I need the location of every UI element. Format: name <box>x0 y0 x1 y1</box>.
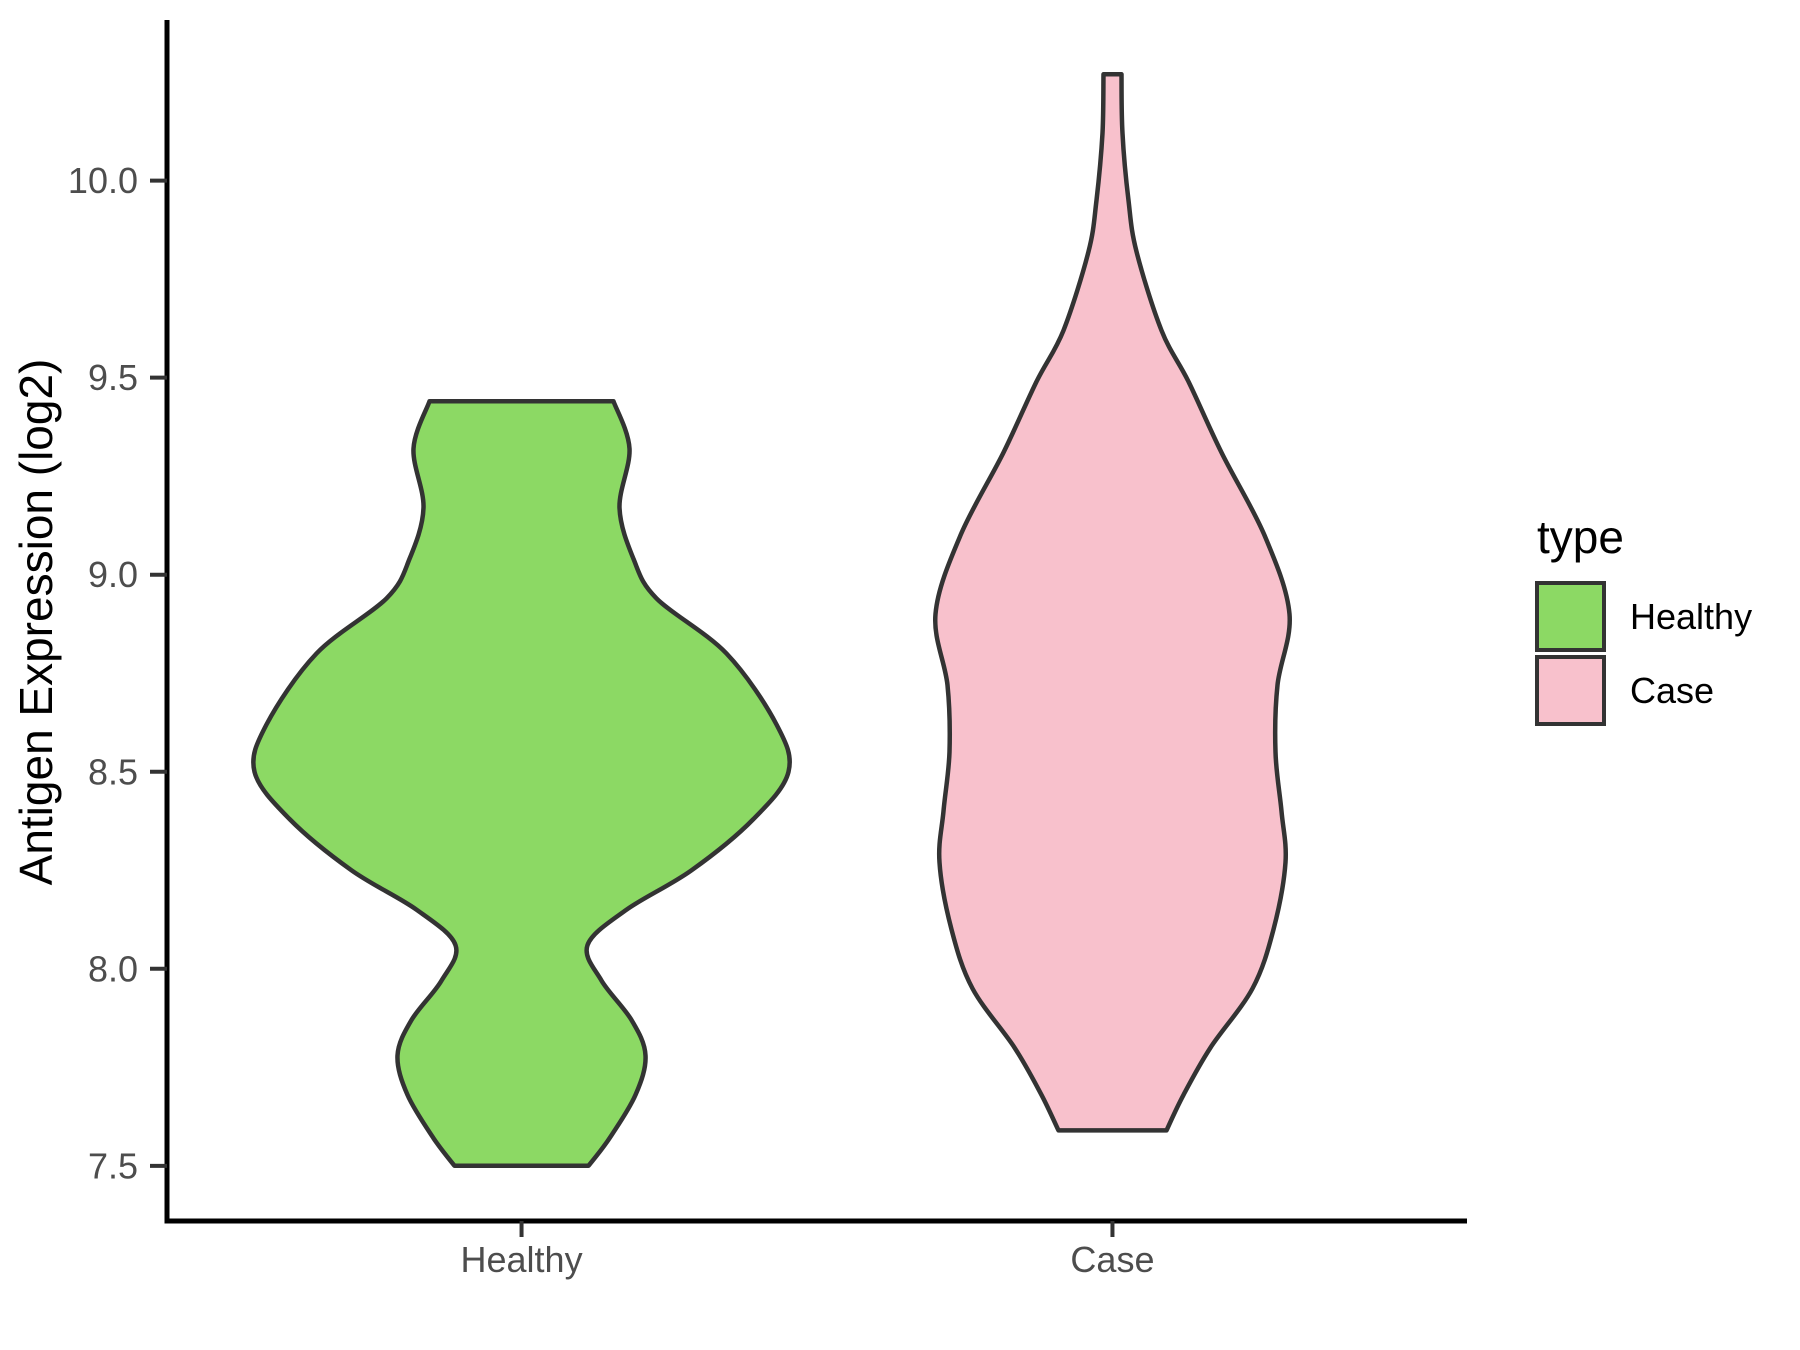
x-tick-label-case: Case <box>1070 1239 1154 1280</box>
violin-healthy <box>251 399 792 1169</box>
legend-label-healthy: Healthy <box>1630 596 1752 637</box>
y-axis-ticks: 10.0 9.5 9.0 8.5 8.0 7.5 <box>68 160 167 1186</box>
legend-swatch-case <box>1535 655 1606 726</box>
y-tick-label: 8.0 <box>88 948 138 989</box>
y-tick-label: 9.5 <box>88 357 138 398</box>
y-tick-label: 10.0 <box>68 160 138 201</box>
y-tick-label: 8.5 <box>88 751 138 792</box>
legend-label-case: Case <box>1630 670 1714 711</box>
x-axis-ticks: Healthy Case <box>461 1221 1154 1280</box>
legend: type Healthy Case <box>1535 511 1752 726</box>
violin-case <box>933 71 1292 1133</box>
y-axis-title: Antigen Expression (log2) <box>10 359 62 886</box>
violin-shapes <box>251 71 1292 1169</box>
x-tick-label-healthy: Healthy <box>461 1239 583 1280</box>
legend-entries: Healthy Case <box>1535 581 1752 726</box>
y-tick-label: 9.0 <box>88 554 138 595</box>
y-tick-label: 7.5 <box>88 1145 138 1186</box>
legend-swatch-healthy <box>1535 581 1606 652</box>
legend-title: type <box>1537 511 1624 563</box>
